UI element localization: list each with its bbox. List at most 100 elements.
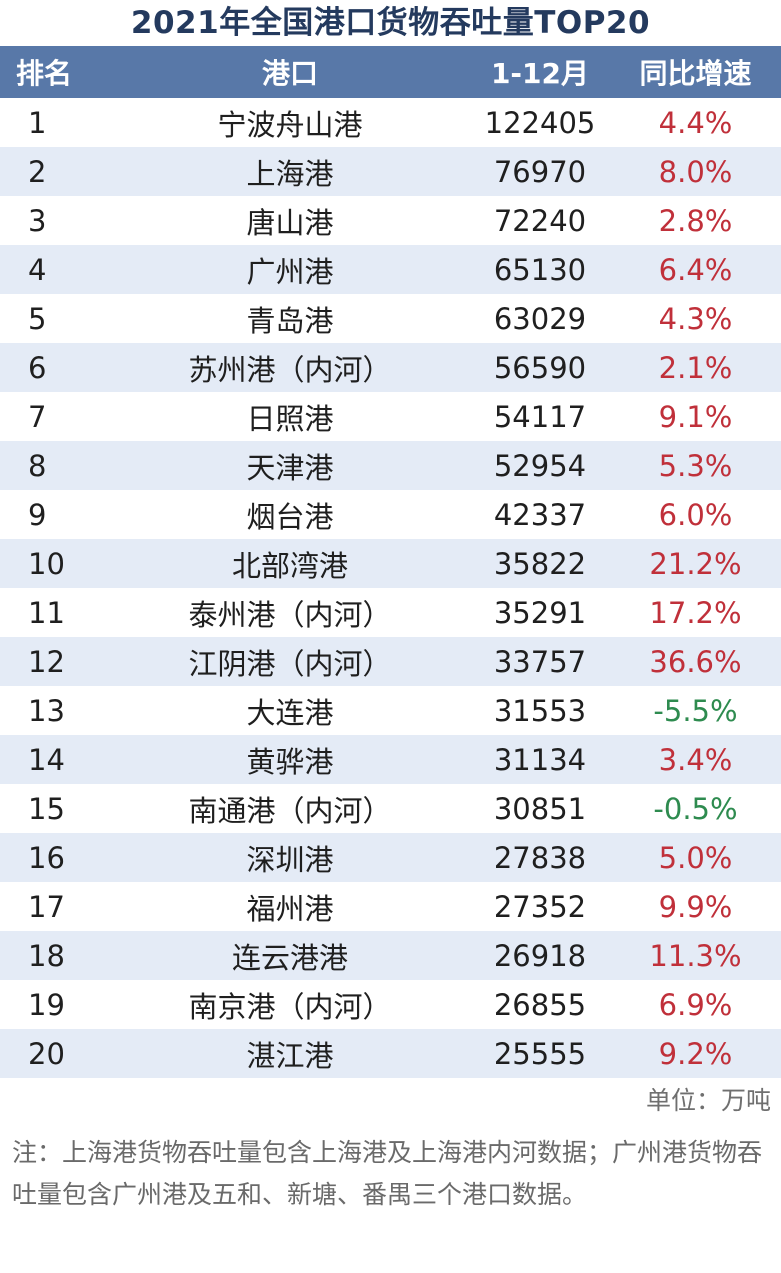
value-cell: 25555 (493, 1036, 587, 1071)
port-cell: 福州港 (246, 891, 334, 926)
rank-cell: 11 (28, 595, 65, 630)
value-cell: 31134 (493, 742, 587, 777)
value-cell: 122405 (484, 105, 596, 140)
growth-cell: 6.4% (658, 252, 733, 287)
table-row: 10 北部湾港 35822 21.2% (0, 539, 781, 588)
rank-cell: 13 (28, 693, 65, 728)
port-cell: 青岛港 (246, 303, 334, 338)
growth-cell: -0.5% (653, 791, 738, 826)
rank-cell: 12 (28, 644, 65, 679)
growth-cell: 4.4% (658, 105, 733, 140)
value-cell: 27838 (493, 840, 587, 875)
rank-cell: 15 (28, 791, 65, 826)
growth-cell: 9.1% (658, 399, 733, 434)
rank-cell: 16 (28, 840, 65, 875)
value-cell: 35822 (493, 546, 587, 581)
table-row: 11 泰州港（内河） 35291 17.2% (0, 588, 781, 637)
port-cell: 泰州港（内河） (188, 597, 392, 632)
table-row: 2 上海港 76970 8.0% (0, 147, 781, 196)
table-row: 4 广州港 65130 6.4% (0, 245, 781, 294)
growth-cell: 21.2% (649, 546, 742, 581)
table-row: 18 连云港港 26918 11.3% (0, 931, 781, 980)
port-cell: 黄骅港 (246, 744, 334, 779)
rank-cell: 6 (28, 350, 47, 385)
value-cell: 63029 (493, 301, 587, 336)
table-row: 17 福州港 27352 9.9% (0, 882, 781, 931)
rank-cell: 7 (28, 399, 47, 434)
rank-cell: 10 (28, 546, 65, 581)
port-cell: 苏州港（内河） (188, 352, 392, 387)
table-row: 8 天津港 52954 5.3% (0, 441, 781, 490)
port-cell: 唐山港 (246, 205, 334, 240)
value-cell: 26855 (493, 987, 587, 1022)
header-rank: 排名 (16, 57, 73, 90)
value-cell: 31553 (493, 693, 587, 728)
table-row: 1 宁波舟山港 122405 4.4% (0, 98, 781, 147)
rank-cell: 1 (28, 105, 47, 140)
growth-cell: 6.0% (658, 497, 733, 532)
growth-cell: 9.2% (658, 1036, 733, 1071)
value-cell: 26918 (493, 938, 587, 973)
table-row: 9 烟台港 42337 6.0% (0, 490, 781, 539)
port-cell: 北部湾港 (231, 548, 348, 583)
growth-cell: -5.5% (653, 693, 738, 728)
port-cell: 烟台港 (246, 499, 334, 534)
header-value: 1-12月 (490, 57, 590, 90)
growth-cell: 2.1% (658, 350, 733, 385)
port-cell: 湛江港 (246, 1038, 334, 1073)
growth-cell: 2.8% (658, 203, 733, 238)
value-cell: 35291 (493, 595, 587, 630)
unit-label: 单位：万吨 (645, 1086, 771, 1115)
footnote: 注：上海港货物吞吐量包含上海港及上海港内河数据；广州港货物吞吐量包含广州港及五和… (12, 1138, 763, 1209)
rank-cell: 3 (28, 203, 47, 238)
value-cell: 33757 (493, 644, 587, 679)
table-row: 6 苏州港（内河） 56590 2.1% (0, 343, 781, 392)
rank-cell: 19 (28, 987, 65, 1022)
port-cell: 广州港 (246, 254, 334, 289)
rank-cell: 5 (28, 301, 47, 336)
table-row: 16 深圳港 27838 5.0% (0, 833, 781, 882)
value-cell: 56590 (493, 350, 587, 385)
growth-cell: 3.4% (658, 742, 733, 777)
growth-cell: 6.9% (658, 987, 733, 1022)
rank-cell: 20 (28, 1036, 65, 1071)
port-cell: 深圳港 (246, 842, 334, 877)
table-row: 19 南京港（内河） 26855 6.9% (0, 980, 781, 1029)
table-body: 1 宁波舟山港 122405 4.4% 2 上海港 76970 8.0% 3 唐山港 72240 2.… (0, 98, 781, 1078)
port-cell: 连云港港 (231, 940, 348, 975)
rank-cell: 4 (28, 252, 47, 287)
table-row: 3 唐山港 72240 2.8% (0, 196, 781, 245)
header-port: 港口 (261, 57, 318, 90)
growth-cell: 17.2% (649, 595, 742, 630)
table-row: 5 青岛港 63029 4.3% (0, 294, 781, 343)
value-cell: 72240 (493, 203, 587, 238)
growth-cell: 5.3% (658, 448, 733, 483)
growth-cell: 11.3% (649, 938, 742, 973)
port-cell: 日照港 (246, 401, 334, 436)
value-cell: 42337 (493, 497, 587, 532)
value-cell: 65130 (493, 252, 587, 287)
growth-cell: 36.6% (649, 644, 742, 679)
table-row: 20 湛江港 25555 9.2% (0, 1029, 781, 1078)
growth-cell: 4.3% (658, 301, 733, 336)
rank-cell: 18 (28, 938, 65, 973)
port-cell: 上海港 (246, 156, 334, 191)
table-row: 14 黄骅港 31134 3.4% (0, 735, 781, 784)
growth-cell: 8.0% (658, 154, 733, 189)
header-growth: 同比增速 (639, 57, 752, 90)
table-row: 15 南通港（内河） 30851 -0.5% (0, 784, 781, 833)
port-cell: 宁波舟山港 (217, 107, 363, 142)
growth-cell: 9.9% (658, 889, 733, 924)
port-cell: 南京港（内河） (188, 989, 392, 1024)
value-cell: 27352 (493, 889, 587, 924)
rank-cell: 17 (28, 889, 65, 924)
value-cell: 76970 (493, 154, 587, 189)
port-cell: 天津港 (246, 450, 334, 485)
table-header: 排名 港口 1-12月 同比增速 (0, 46, 781, 98)
table-row: 12 江阴港（内河） 33757 36.6% (0, 637, 781, 686)
table-row: 13 大连港 31553 -5.5% (0, 686, 781, 735)
port-cell: 大连港 (246, 695, 334, 730)
value-cell: 30851 (493, 791, 587, 826)
value-cell: 54117 (493, 399, 587, 434)
rank-cell: 2 (28, 154, 47, 189)
